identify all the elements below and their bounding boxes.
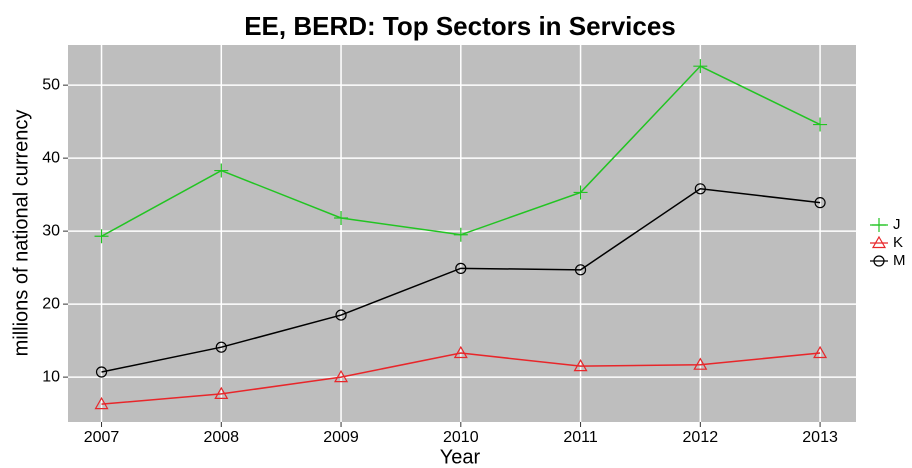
marker-plus: [813, 117, 828, 132]
marker-plus: [453, 227, 468, 242]
y-tick-label: 40: [42, 149, 60, 166]
marker-triangle: [334, 369, 349, 383]
x-tick-label: 2009: [323, 429, 359, 446]
y-tick-label: 20: [42, 295, 60, 312]
y-axis-label: millions of national currency: [10, 110, 32, 357]
marker-triangle: [94, 396, 109, 410]
x-tick-label: 2013: [802, 429, 838, 446]
marker-circle: [694, 183, 706, 195]
legend-item: J: [870, 216, 901, 233]
marker-triangle: [573, 358, 588, 372]
marker-plus: [94, 229, 109, 244]
marker-circle: [574, 264, 587, 276]
legend-label: K: [893, 234, 903, 251]
marker-plus: [573, 185, 588, 200]
legend-item: K: [870, 234, 903, 251]
legend-label: M: [893, 252, 906, 269]
marker-circle: [215, 341, 227, 353]
series-line: [101, 188, 821, 373]
marker-plus: [214, 163, 229, 178]
marker-circle: [335, 309, 347, 321]
marker-circle: [95, 366, 108, 378]
marker-plus: [693, 59, 708, 74]
x-tick-label: 2008: [203, 429, 239, 446]
series-line: [101, 352, 821, 405]
plot-background: [68, 45, 856, 422]
x-tick-label: 2007: [84, 429, 120, 446]
marker-plus: [334, 210, 349, 225]
x-tick-label: 2010: [443, 429, 479, 446]
y-tick-label: 30: [42, 222, 60, 239]
marker-circle: [873, 255, 885, 267]
x-tick-label: 2012: [683, 429, 719, 446]
marker-triangle: [453, 345, 468, 359]
marker-triangle: [693, 357, 708, 370]
x-tick-label: 2011: [563, 429, 598, 446]
y-tick-label: 50: [42, 76, 60, 93]
chart-title: EE, BERD: Top Sectors in Services: [244, 11, 676, 41]
marker-circle: [455, 262, 467, 274]
marker-triangle: [871, 235, 887, 249]
x-axis-label: Year: [440, 446, 481, 468]
y-tick-label: 10: [42, 368, 60, 385]
legend-item: M: [870, 252, 906, 269]
marker-triangle: [214, 386, 229, 399]
marker-circle: [814, 197, 826, 209]
marker-triangle: [813, 345, 828, 359]
legend-label: J: [893, 216, 901, 233]
marker-plus: [872, 218, 886, 232]
